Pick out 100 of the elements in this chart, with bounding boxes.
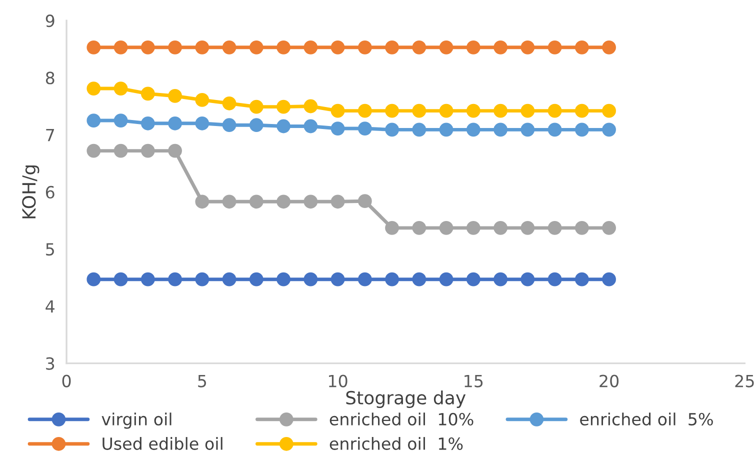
point	[222, 118, 236, 132]
point	[114, 114, 128, 128]
point	[195, 194, 210, 209]
point	[330, 272, 345, 286]
point	[304, 40, 318, 54]
point	[276, 194, 290, 209]
y-tick-label: 9	[46, 14, 54, 28]
x-tick-label: 0	[62, 374, 71, 388]
point	[548, 220, 562, 235]
point	[358, 194, 372, 208]
point	[520, 104, 535, 118]
point	[114, 82, 128, 96]
point	[548, 272, 562, 286]
point	[548, 104, 562, 118]
point	[466, 122, 480, 137]
point	[358, 122, 372, 136]
point	[494, 122, 508, 137]
y-tick-label: 7	[46, 128, 54, 142]
point	[412, 104, 426, 118]
point	[195, 40, 210, 54]
point	[330, 40, 345, 54]
point	[222, 96, 236, 110]
point	[358, 272, 372, 286]
point	[114, 272, 128, 286]
point	[140, 144, 155, 158]
point	[276, 100, 290, 114]
point	[358, 40, 372, 54]
point	[114, 40, 128, 54]
point	[86, 82, 101, 96]
point	[602, 272, 616, 286]
point	[494, 104, 508, 118]
point	[466, 272, 480, 286]
point	[466, 40, 480, 54]
point	[249, 272, 264, 286]
point	[114, 144, 128, 158]
point	[222, 194, 236, 209]
point	[86, 40, 101, 54]
point	[276, 272, 290, 286]
point	[602, 40, 616, 54]
point	[494, 40, 508, 54]
point	[574, 104, 589, 118]
point	[140, 86, 155, 101]
point	[168, 144, 182, 158]
point	[494, 272, 508, 286]
point	[385, 104, 399, 118]
point	[412, 122, 426, 137]
point	[249, 194, 264, 209]
point	[466, 104, 480, 118]
point	[574, 220, 589, 235]
point	[304, 194, 318, 209]
point	[439, 220, 454, 235]
legend-label: Used edible oil	[102, 437, 222, 450]
point	[520, 272, 535, 286]
point	[548, 122, 562, 137]
point	[168, 40, 182, 54]
point	[249, 100, 264, 114]
point	[304, 272, 318, 286]
x-tick-label: 20	[600, 374, 619, 388]
legend-label: virgin oil	[102, 412, 172, 429]
point	[222, 272, 236, 286]
point	[520, 220, 535, 235]
point	[276, 40, 290, 54]
point	[574, 40, 589, 54]
y-tick-label: 4	[46, 300, 54, 313]
x-tick-label: 15	[464, 374, 483, 388]
point	[140, 272, 155, 286]
point	[304, 99, 318, 114]
x-axis-title: Stograge day	[346, 390, 466, 408]
point	[195, 93, 210, 107]
point	[439, 104, 454, 118]
point	[330, 194, 345, 209]
point	[86, 144, 101, 158]
y-tick-label: 6	[46, 186, 54, 199]
point	[86, 114, 101, 128]
point	[602, 220, 616, 235]
point	[574, 122, 589, 137]
point	[412, 272, 426, 286]
point	[520, 40, 535, 54]
point	[466, 220, 480, 235]
point	[385, 40, 399, 54]
point	[494, 220, 508, 235]
x-tick-label: 10	[329, 374, 348, 388]
point	[602, 104, 616, 118]
point	[249, 40, 264, 54]
y-axis-title: KOH/g	[22, 165, 40, 218]
point	[412, 220, 426, 235]
point	[574, 272, 589, 286]
point	[195, 116, 210, 130]
point	[385, 272, 399, 286]
point	[249, 118, 264, 132]
point	[439, 272, 454, 286]
point	[195, 272, 210, 286]
point	[358, 104, 372, 118]
point	[439, 122, 454, 137]
y-tick-label: 8	[46, 72, 54, 84]
point	[385, 220, 399, 235]
point	[520, 122, 535, 137]
point	[548, 40, 562, 54]
point	[168, 116, 182, 130]
point	[168, 89, 182, 103]
